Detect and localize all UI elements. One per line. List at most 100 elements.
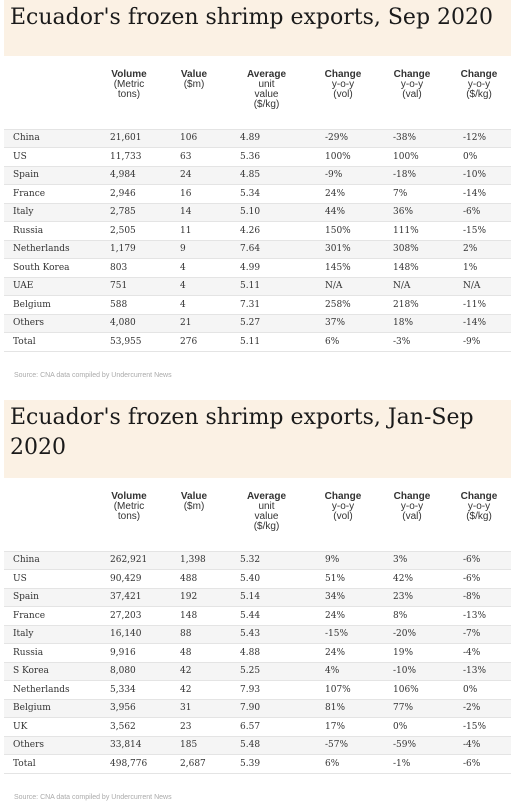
- value-cell: -10%: [447, 165, 511, 185]
- value-cell: 3,562: [94, 717, 164, 736]
- value-cell: 23%: [377, 587, 447, 607]
- country-cell: Total: [4, 332, 94, 352]
- value-cell: 301%: [309, 239, 377, 259]
- table-row: Others 4,080 21 5.27 37% 18% -14%: [4, 313, 511, 333]
- value-cell: 6.57: [224, 717, 309, 736]
- table-row: China 262,921 1,398 5.32 9% 3% -6%: [4, 550, 511, 570]
- table-row: US 11,733 63 5.36 100% 100% 0%: [4, 147, 511, 166]
- table-title: Ecuador's frozen shrimp exports, Jan-Sep…: [10, 405, 474, 460]
- table-row: Spain 4,984 24 4.85 -9% -18% -10%: [4, 165, 511, 185]
- country-cell: Others: [4, 735, 94, 755]
- value-cell: 4: [164, 276, 224, 296]
- value-cell: 148: [164, 606, 224, 625]
- value-cell: 4.26: [224, 221, 309, 240]
- value-cell: -9%: [447, 332, 511, 352]
- country-cell: Netherlands: [4, 239, 94, 259]
- country-cell: UAE: [4, 276, 94, 296]
- sep-2020-section: Ecuador's frozen shrimp exports, Sep 202…: [0, 0, 515, 396]
- value-cell: 48: [164, 643, 224, 662]
- column-header-sub: value: [254, 511, 279, 522]
- value-cell: 1,179: [94, 239, 164, 259]
- value-cell: -13%: [447, 661, 511, 681]
- table-row: Total 498,776 2,687 5.39 6% -1% -6%: [4, 754, 511, 774]
- jan-sep-2020-section: Ecuador's frozen shrimp exports, Jan-Sep…: [0, 400, 515, 809]
- value-cell: 5.43: [224, 624, 309, 644]
- value-cell: N/A: [309, 276, 377, 296]
- value-cell: 4: [164, 258, 224, 277]
- country-cell: South Korea: [4, 258, 94, 277]
- country-cell: Russia: [4, 643, 94, 662]
- country-cell: Italy: [4, 202, 94, 222]
- country-cell: Spain: [4, 587, 94, 607]
- value-cell: 1,398: [164, 550, 224, 570]
- column-header: Change y-o-y (val): [377, 68, 447, 129]
- column-header-sub: y-o-y: [400, 501, 424, 512]
- value-cell: 258%: [309, 295, 377, 314]
- value-cell: 2,946: [94, 184, 164, 203]
- value-cell: 5.14: [224, 587, 309, 607]
- value-cell: 751: [94, 276, 164, 296]
- value-cell: -4%: [447, 735, 511, 755]
- value-cell: 5.44: [224, 606, 309, 625]
- value-cell: 33,814: [94, 735, 164, 755]
- value-cell: 4,080: [94, 313, 164, 333]
- column-header-sub: ($m): [183, 501, 205, 512]
- column-header-main: Change: [393, 69, 431, 80]
- value-cell: -29%: [309, 128, 377, 148]
- value-cell: N/A: [377, 276, 447, 296]
- value-cell: -15%: [309, 624, 377, 644]
- value-cell: 24: [164, 165, 224, 185]
- value-cell: 2%: [447, 239, 511, 259]
- country-cell: Netherlands: [4, 680, 94, 699]
- value-cell: 44%: [309, 202, 377, 222]
- value-cell: -3%: [377, 332, 447, 352]
- value-cell: 5.11: [224, 332, 309, 352]
- value-cell: 0%: [447, 680, 511, 699]
- value-cell: 106%: [377, 680, 447, 699]
- value-cell: 9%: [309, 550, 377, 570]
- value-cell: -10%: [377, 661, 447, 681]
- value-cell: 5.48: [224, 735, 309, 755]
- value-cell: -4%: [447, 643, 511, 662]
- column-header: Change y-o-y ($/kg): [447, 68, 511, 129]
- country-cell: UK: [4, 717, 94, 736]
- country-cell: Belgium: [4, 295, 94, 314]
- value-cell: 7.64: [224, 239, 309, 259]
- country-cell: China: [4, 550, 94, 570]
- value-cell: 53,955: [94, 332, 164, 352]
- value-cell: 24%: [309, 184, 377, 203]
- value-cell: 0%: [447, 147, 511, 166]
- value-cell: 106: [164, 128, 224, 148]
- column-header-sub: value: [254, 89, 279, 100]
- table-container: Volume (Metric tons) Value ($m) Average unit va…: [4, 490, 511, 774]
- value-cell: 4: [164, 295, 224, 314]
- column-header-sub: ($/kg): [466, 89, 492, 100]
- value-cell: -12%: [447, 128, 511, 148]
- value-cell: -18%: [377, 165, 447, 185]
- column-header-sub: y-o-y: [331, 501, 355, 512]
- value-cell: 262,921: [94, 550, 164, 570]
- table-row: S Korea 8,080 42 5.25 4% -10% -13%: [4, 661, 511, 681]
- column-header-sub: tons): [117, 511, 141, 522]
- column-header-sub: y-o-y: [400, 79, 424, 90]
- exports-table: Volume (Metric tons) Value ($m) Average unit va…: [4, 68, 511, 352]
- country-cell: France: [4, 184, 94, 203]
- column-header: Change y-o-y ($/kg): [447, 490, 511, 551]
- header-row: Volume (Metric tons) Value ($m) Average unit va…: [4, 68, 511, 129]
- value-cell: -6%: [447, 754, 511, 774]
- value-cell: 7.93: [224, 680, 309, 699]
- title-band: Ecuador's frozen shrimp exports, Jan-Sep…: [4, 400, 511, 478]
- value-cell: 5.27: [224, 313, 309, 333]
- column-header-main: Change: [324, 69, 362, 80]
- value-cell: 7.90: [224, 698, 309, 718]
- exports-table: Volume (Metric tons) Value ($m) Average unit va…: [4, 490, 511, 774]
- value-cell: 24%: [309, 606, 377, 625]
- value-cell: 21,601: [94, 128, 164, 148]
- country-cell: S Korea: [4, 661, 94, 681]
- value-cell: 9,916: [94, 643, 164, 662]
- value-cell: 31: [164, 698, 224, 718]
- value-cell: 63: [164, 147, 224, 166]
- value-cell: 4,984: [94, 165, 164, 185]
- value-cell: 3,956: [94, 698, 164, 718]
- value-cell: 1%: [447, 258, 511, 277]
